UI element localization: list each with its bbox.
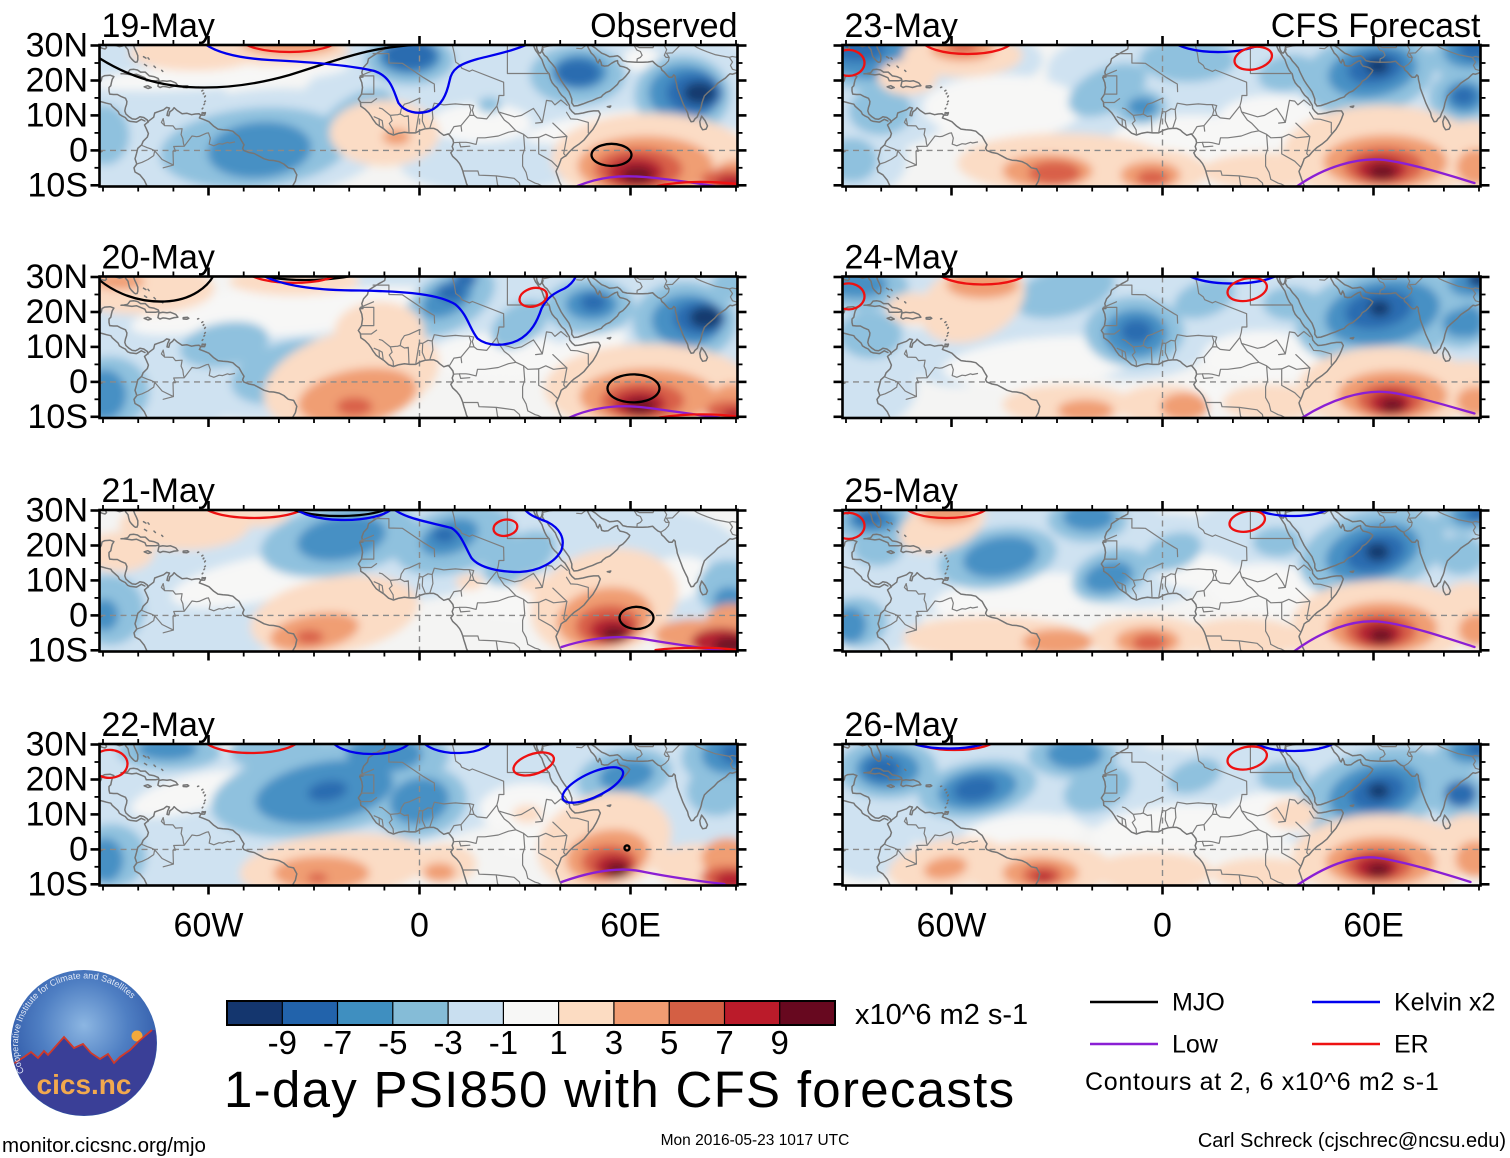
svg-text:19-May: 19-May <box>102 7 215 45</box>
svg-text:0: 0 <box>69 830 88 868</box>
svg-text:ER: ER <box>1394 1031 1429 1059</box>
svg-text:Contours at 2, 6 x10^6 m2 s-1: Contours at 2, 6 x10^6 m2 s-1 <box>1085 1068 1439 1096</box>
svg-text:60E: 60E <box>1343 907 1404 945</box>
svg-text:20N: 20N <box>26 527 88 565</box>
svg-text:20N: 20N <box>26 62 88 100</box>
svg-text:20N: 20N <box>26 293 88 331</box>
svg-text:23-May: 23-May <box>845 7 958 45</box>
svg-text:30N: 30N <box>26 27 88 65</box>
svg-text:10N: 10N <box>26 561 88 599</box>
svg-text:30N: 30N <box>26 726 88 764</box>
svg-text:0: 0 <box>69 131 88 169</box>
svg-text:60W: 60W <box>917 907 987 945</box>
svg-text:-9: -9 <box>268 1024 297 1061</box>
svg-text:21-May: 21-May <box>102 472 215 510</box>
svg-text:Carl Schreck (cjschrec@ncsu.ed: Carl Schreck (cjschrec@ncsu.edu) <box>1198 1130 1506 1152</box>
svg-text:10N: 10N <box>26 328 88 366</box>
svg-text:-5: -5 <box>378 1024 407 1061</box>
svg-text:10N: 10N <box>26 795 88 833</box>
svg-text:26-May: 26-May <box>845 706 958 744</box>
svg-text:60E: 60E <box>600 907 661 945</box>
svg-text:MJO: MJO <box>1172 989 1225 1017</box>
svg-text:22-May: 22-May <box>102 706 215 744</box>
svg-text:10S: 10S <box>28 631 89 669</box>
svg-text:30N: 30N <box>26 492 88 530</box>
svg-text:5: 5 <box>660 1024 678 1061</box>
svg-text:Kelvin x2: Kelvin x2 <box>1394 989 1495 1017</box>
svg-text:0: 0 <box>69 596 88 634</box>
svg-text:1: 1 <box>549 1024 567 1061</box>
svg-text:30N: 30N <box>26 258 88 296</box>
svg-text:x10^6 m2 s-1: x10^6 m2 s-1 <box>855 999 1028 1031</box>
svg-text:3: 3 <box>605 1024 623 1061</box>
svg-text:10S: 10S <box>28 398 89 436</box>
svg-text:24-May: 24-May <box>845 239 958 277</box>
svg-text:10N: 10N <box>26 96 88 134</box>
svg-text:-7: -7 <box>323 1024 352 1061</box>
svg-text:20-May: 20-May <box>102 239 215 277</box>
svg-text:0: 0 <box>1153 907 1172 945</box>
svg-text:CFS Forecast: CFS Forecast <box>1271 7 1481 45</box>
svg-text:Mon 2016-05-23 1017 UTC: Mon 2016-05-23 1017 UTC <box>661 1132 850 1149</box>
svg-text:monitor.cicsnc.org/mjo: monitor.cicsnc.org/mjo <box>2 1134 206 1157</box>
svg-text:25-May: 25-May <box>845 472 958 510</box>
svg-text:10S: 10S <box>28 865 89 903</box>
svg-text:7: 7 <box>715 1024 733 1061</box>
svg-text:60W: 60W <box>174 907 244 945</box>
svg-text:9: 9 <box>771 1024 789 1061</box>
svg-text:10S: 10S <box>28 166 89 204</box>
svg-text:Low: Low <box>1172 1031 1219 1059</box>
svg-text:cics.nc: cics.nc <box>37 1069 132 1100</box>
svg-text:20N: 20N <box>26 761 88 799</box>
svg-text:1-day PSI850 with CFS forecast: 1-day PSI850 with CFS forecasts <box>224 1061 1015 1118</box>
svg-text:-1: -1 <box>489 1024 518 1061</box>
svg-text:Observed: Observed <box>590 7 737 45</box>
svg-text:0: 0 <box>69 363 88 401</box>
svg-text:-3: -3 <box>433 1024 462 1061</box>
svg-text:0: 0 <box>410 907 429 945</box>
